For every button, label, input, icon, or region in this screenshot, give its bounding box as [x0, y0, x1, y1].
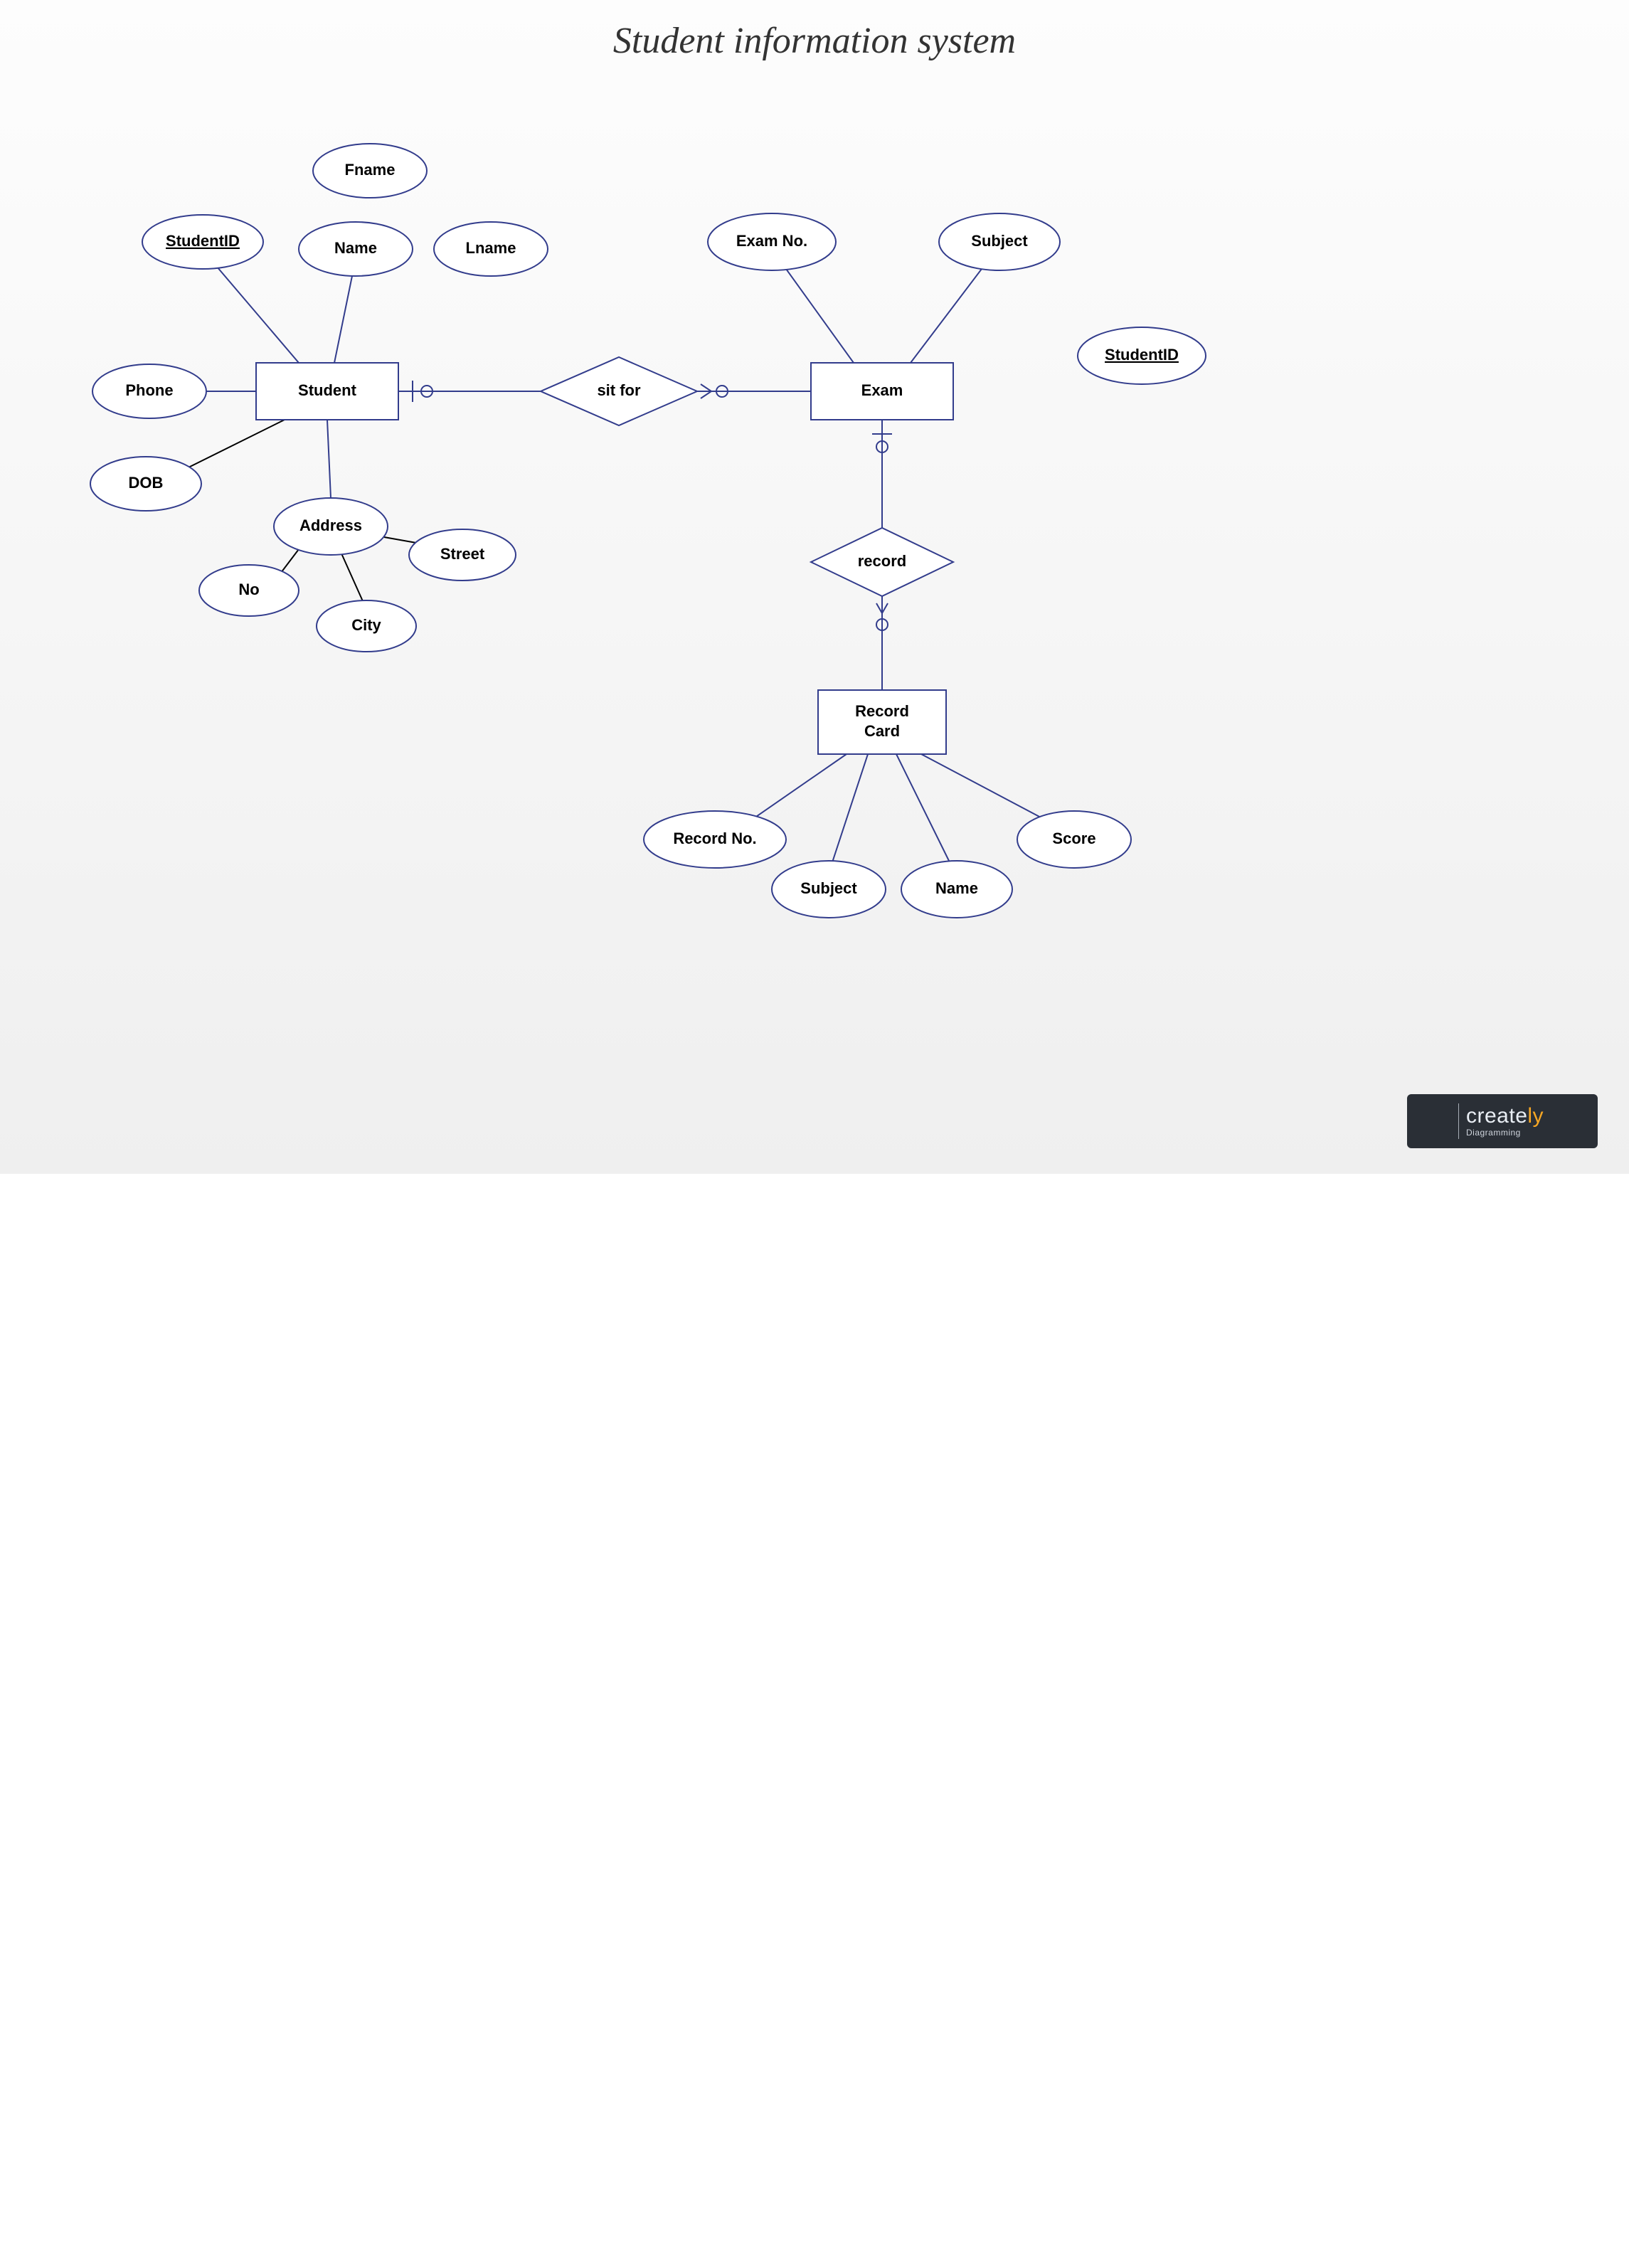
- entity-student-label: Student: [298, 381, 357, 399]
- attribute-record-no-label: Record No.: [673, 830, 756, 847]
- attribute-studentid-exam-label: StudentID: [1105, 346, 1179, 364]
- diagram-canvas: Student information system: [0, 0, 1629, 1174]
- attribute-subject-exam-label: Subject: [971, 232, 1028, 250]
- attribute-no-label: No: [238, 581, 259, 598]
- attribute-phone-label: Phone: [125, 381, 173, 399]
- edge-name-student: [334, 276, 352, 363]
- edge-score-recordcard: [921, 754, 1042, 818]
- attribute-exam-no-label: Exam No.: [736, 232, 807, 250]
- attribute-name-label: Name: [334, 239, 377, 257]
- edge-studentid-student: [217, 267, 299, 363]
- er-diagram-svg: Student Exam Record Card sit for record …: [0, 0, 1629, 1174]
- edge-address-student: [327, 420, 331, 498]
- attribute-name-record-label: Name: [935, 879, 978, 897]
- attribute-lname-label: Lname: [466, 239, 516, 257]
- lightbulb-icon: [1416, 1107, 1444, 1135]
- edge-address-city: [341, 553, 363, 601]
- relationship-sit-for-label: sit for: [597, 381, 641, 399]
- edge-dob-student: [189, 420, 285, 467]
- edge-examno-exam: [786, 269, 854, 363]
- attribute-studentid-label: StudentID: [166, 232, 240, 250]
- attribute-street-label: Street: [440, 545, 485, 563]
- attribute-address-label: Address: [299, 516, 362, 534]
- attribute-score-label: Score: [1052, 830, 1095, 847]
- entity-record-card-label-1: Record: [855, 702, 909, 720]
- attribute-subject-record-label: Subject: [800, 879, 857, 897]
- edge-recordno-recordcard: [754, 754, 847, 818]
- edge-namerec-recordcard: [896, 754, 950, 862]
- edge-address-street: [384, 537, 416, 543]
- edge-subjectrec-recordcard: [832, 754, 868, 862]
- relationship-record-label: record: [858, 552, 906, 570]
- edge-address-no: [281, 549, 299, 573]
- entity-record-card-label-2: Card: [864, 722, 900, 740]
- attribute-city-label: City: [351, 616, 381, 634]
- attribute-dob-label: DOB: [129, 474, 164, 492]
- edge-subject-exam: [911, 269, 982, 363]
- creately-logo: creately Diagramming: [1407, 1094, 1598, 1148]
- entity-exam-label: Exam: [861, 381, 903, 399]
- attribute-fname-label: Fname: [345, 161, 396, 179]
